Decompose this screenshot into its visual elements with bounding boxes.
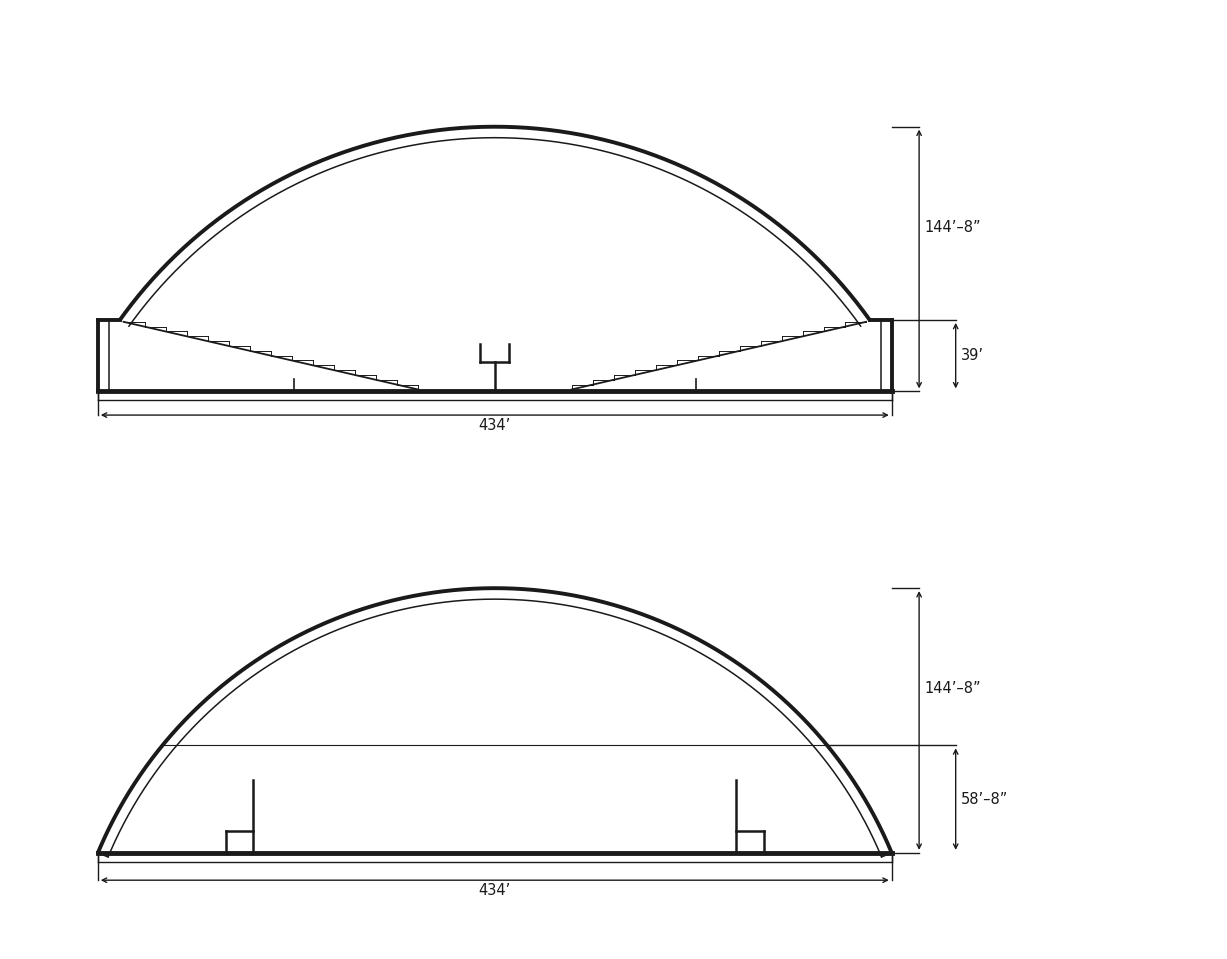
Text: 434’: 434’ [479, 418, 510, 433]
Text: 434’: 434’ [479, 883, 510, 898]
Text: 39’: 39’ [961, 348, 984, 363]
Text: 144’–8”: 144’–8” [925, 681, 982, 696]
Text: 144’–8”: 144’–8” [925, 220, 982, 235]
Text: 58’–8”: 58’–8” [961, 791, 1009, 807]
